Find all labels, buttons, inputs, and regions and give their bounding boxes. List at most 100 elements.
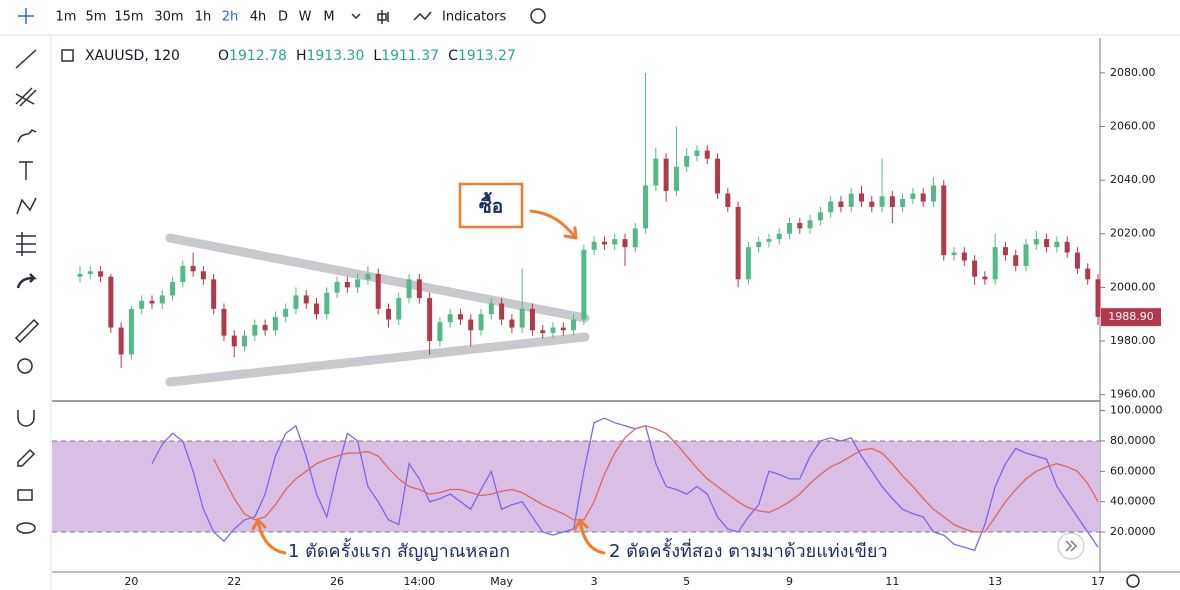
zoom-tool[interactable] [17, 358, 33, 374]
candle-body [159, 295, 165, 304]
candle-body [1074, 252, 1080, 269]
candle-body [128, 308, 134, 355]
candle-body [416, 279, 422, 299]
candle-body [385, 308, 391, 320]
fib-tool[interactable] [15, 87, 37, 107]
settings-button[interactable] [530, 8, 546, 24]
x-tick-label: 13 [988, 575, 1002, 588]
measure-tool[interactable] [14, 318, 40, 344]
candle-body [529, 308, 535, 331]
candle-body [180, 265, 186, 283]
timeframe[interactable]: D [278, 10, 288, 25]
candle-body [972, 260, 978, 277]
candle-body [1085, 268, 1091, 280]
candle-body [344, 282, 350, 288]
candle-body [704, 150, 710, 159]
ohlc-key: C [448, 48, 458, 64]
candle-body [283, 308, 289, 317]
timeframe-dropdown[interactable] [351, 13, 361, 20]
indicators-icon[interactable] [413, 11, 432, 21]
candle-body [1002, 247, 1008, 256]
candle-body [396, 298, 402, 320]
candle-body [375, 273, 381, 309]
candle-body [838, 201, 844, 207]
arrow-tool[interactable] [16, 273, 38, 289]
x-tick-label: 11 [885, 575, 899, 588]
candle-body [139, 300, 145, 309]
candle-body [242, 335, 248, 347]
y-tick-label: 2000.00 [1110, 280, 1156, 293]
timeframe[interactable]: M [323, 10, 334, 25]
x-tick-label: 22 [227, 575, 241, 588]
note2: 2 ตัดครั้งที่สอง ตามมาด้วยแท่งเขียว [609, 538, 888, 562]
note1: 1 ตัดครั้งแรก สัญญาณหลอก [288, 538, 510, 562]
symbol[interactable]: XAUUSD, 120 [85, 48, 180, 64]
candle-body [715, 158, 721, 194]
x-tick-label: 26 [330, 575, 344, 588]
axis-settings[interactable] [1126, 574, 1140, 588]
candle-body [776, 233, 782, 240]
crosshair-tool[interactable] [18, 8, 34, 24]
y-tick-label: 2080.00 [1110, 66, 1156, 79]
timeframe[interactable]: 30m [154, 10, 183, 25]
plot: 1960.001980.002000.002020.002040.002060.… [52, 66, 1163, 588]
indicators-button[interactable]: Indicators [442, 10, 506, 25]
candle-body [1064, 241, 1070, 253]
drawing-tools[interactable] [14, 8, 40, 534]
forecast-tool[interactable] [16, 232, 36, 256]
x-tick-label: 14:00 [403, 575, 435, 588]
candle-body [190, 265, 196, 272]
candle-body [303, 295, 309, 304]
candle-body [858, 193, 864, 202]
chart-type-button[interactable] [377, 10, 389, 24]
visibility-tool[interactable] [16, 522, 36, 534]
timeframe[interactable]: 1m [56, 10, 77, 25]
timeframe[interactable]: W [299, 10, 312, 25]
candle-body [1033, 239, 1039, 245]
candle-body [622, 239, 628, 248]
magnet-tool[interactable] [17, 410, 35, 427]
x-tick-label: 5 [683, 575, 690, 588]
text-tool[interactable] [19, 161, 33, 180]
lock-drawing-tool[interactable] [17, 448, 36, 467]
candle-body [1013, 255, 1019, 266]
candle-body [1044, 239, 1050, 248]
timeframe[interactable]: 5m [86, 10, 107, 25]
x-tick-label: 9 [786, 575, 793, 588]
legend-toggle[interactable] [61, 49, 74, 62]
candle-body [797, 223, 803, 229]
candle-body [920, 193, 926, 202]
candle-body [807, 220, 813, 229]
timeframe[interactable]: 4h [250, 10, 267, 25]
x-tick-label: 3 [591, 575, 598, 588]
candle-body [447, 314, 453, 323]
candle-body [879, 196, 885, 207]
candle-body [673, 166, 679, 191]
candle-body [1095, 279, 1101, 317]
timeframes: 1m 5m 15m 30m 1h 2h 4h D W M [56, 10, 335, 25]
candle-body [961, 252, 967, 261]
last-price-tag [1101, 308, 1161, 327]
note1-arrow [251, 518, 287, 555]
candle-body [437, 322, 443, 342]
candle-body [509, 319, 515, 328]
buy-box [458, 182, 524, 229]
brush-tool[interactable] [17, 128, 37, 143]
candle-body [745, 247, 751, 280]
y-tick-label: 1960.00 [1110, 388, 1156, 401]
candle-body [488, 303, 494, 315]
timeframe[interactable]: 2h [222, 10, 239, 25]
candle-body [725, 193, 731, 207]
candle-body [787, 223, 793, 234]
lock-tool[interactable] [17, 489, 33, 501]
timeframe[interactable]: 15m [114, 10, 143, 25]
candle-body [211, 279, 217, 309]
candle-body [643, 185, 649, 229]
timeframe[interactable]: 1h [195, 10, 212, 25]
candle-body [231, 335, 237, 347]
trendline-tool[interactable] [15, 49, 37, 69]
y-tick-label: 1980.00 [1110, 334, 1156, 347]
pattern-tool[interactable] [16, 197, 37, 215]
candle-body [77, 273, 83, 277]
last-price-label: 1988.90 [1108, 310, 1154, 323]
